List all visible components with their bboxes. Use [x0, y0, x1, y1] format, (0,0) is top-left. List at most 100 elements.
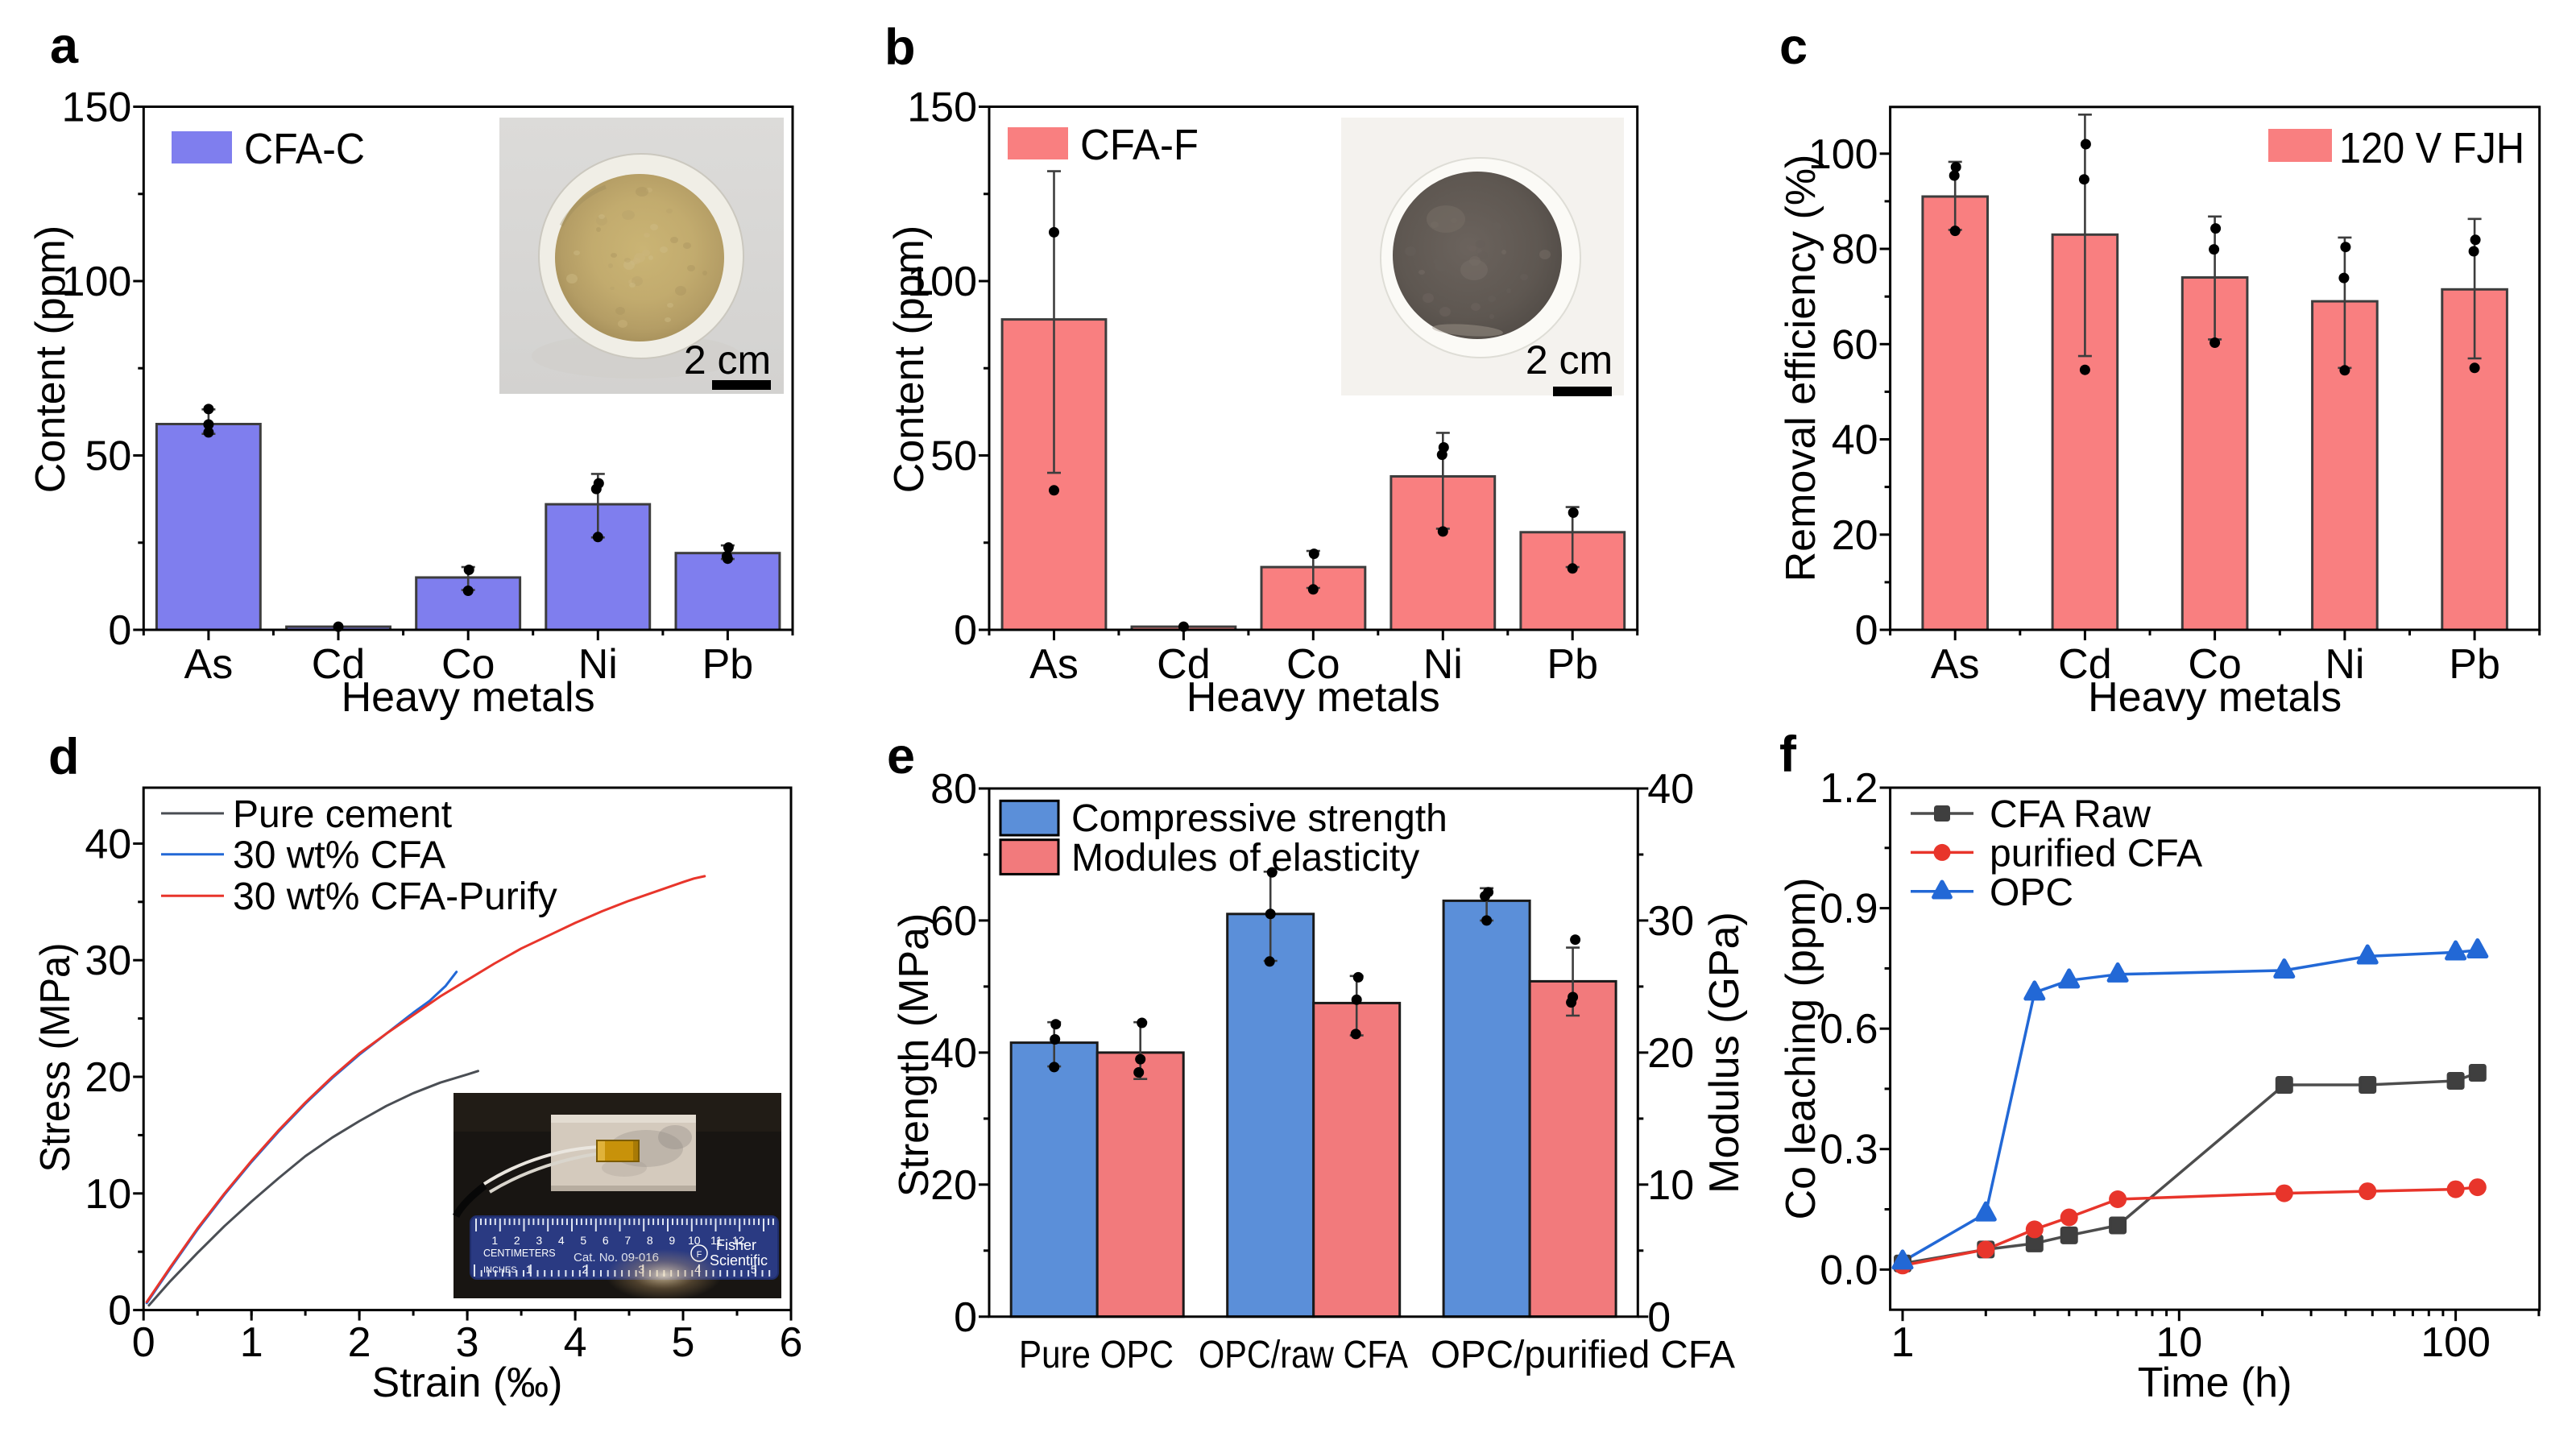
svg-text:0: 0 [108, 607, 131, 654]
svg-text:Time (h): Time (h) [2138, 1360, 2292, 1406]
svg-text:Scientific: Scientific [710, 1252, 768, 1269]
svg-text:1: 1 [240, 1319, 263, 1366]
svg-text:Strength (MPa): Strength (MPa) [891, 913, 938, 1198]
svg-text:As: As [1931, 641, 1980, 688]
svg-text:Modules of elasticity: Modules of elasticity [1071, 837, 1419, 879]
svg-text:CFA Raw: CFA Raw [1990, 793, 2151, 836]
svg-text:0: 0 [1647, 1294, 1671, 1341]
svg-text:50: 50 [930, 433, 977, 480]
svg-text:20: 20 [930, 1162, 977, 1209]
svg-text:Strain (‰): Strain (‰) [372, 1360, 563, 1406]
svg-text:Cd: Cd [2058, 641, 2111, 688]
svg-text:150: 150 [907, 85, 977, 131]
svg-text:Co: Co [441, 641, 495, 688]
svg-text:OPC/purified CFA: OPC/purified CFA [1431, 1334, 1735, 1376]
svg-text:100: 100 [62, 259, 132, 305]
svg-text:2: 2 [514, 1234, 520, 1247]
svg-text:4: 4 [564, 1319, 587, 1366]
svg-text:Pb: Pb [702, 641, 754, 688]
svg-text:OPC: OPC [1990, 871, 2073, 914]
svg-text:purified CFA: purified CFA [1990, 832, 2202, 875]
svg-text:0.3: 0.3 [1820, 1127, 1878, 1173]
svg-text:CFA-C: CFA-C [244, 125, 365, 173]
svg-text:Fisher: Fisher [716, 1237, 756, 1253]
svg-text:2: 2 [582, 1263, 589, 1276]
svg-text:4: 4 [558, 1234, 565, 1247]
svg-text:Pure cement: Pure cement [233, 793, 452, 836]
svg-text:0.0: 0.0 [1820, 1247, 1878, 1293]
svg-text:10: 10 [1647, 1162, 1694, 1209]
svg-text:c: c [1779, 19, 1808, 75]
svg-text:Ni: Ni [2325, 641, 2364, 688]
svg-text:30: 30 [1647, 898, 1694, 945]
svg-text:20: 20 [1832, 512, 1878, 559]
svg-text:60: 60 [1832, 321, 1878, 368]
svg-text:Pb: Pb [2449, 641, 2500, 688]
svg-text:f: f [1779, 726, 1797, 783]
svg-text:0.6: 0.6 [1820, 1006, 1878, 1053]
svg-text:1: 1 [1891, 1319, 1915, 1366]
svg-text:0.9: 0.9 [1820, 886, 1878, 933]
svg-text:Ni: Ni [1423, 641, 1463, 688]
svg-text:100: 100 [2421, 1319, 2491, 1366]
svg-text:0: 0 [954, 1294, 977, 1341]
svg-text:Content (ppm): Content (ppm) [886, 226, 933, 493]
svg-text:0: 0 [1855, 607, 1878, 654]
svg-text:5: 5 [580, 1234, 586, 1247]
svg-text:Compressive strength: Compressive strength [1071, 797, 1447, 840]
svg-text:120 V FJH: 120 V FJH [2339, 124, 2524, 172]
svg-text:0: 0 [108, 1288, 131, 1335]
svg-text:e: e [887, 728, 915, 784]
svg-text:150: 150 [62, 85, 132, 131]
svg-text:Pb: Pb [1547, 641, 1598, 688]
svg-text:b: b [884, 19, 915, 76]
svg-text:100: 100 [1808, 131, 1878, 178]
svg-text:2 cm: 2 cm [684, 337, 771, 383]
svg-text:CFA-F: CFA-F [1080, 121, 1199, 169]
svg-text:1: 1 [491, 1234, 498, 1247]
svg-text:Removal efficiency (%): Removal efficiency (%) [1778, 155, 1824, 582]
svg-text:Heavy metals: Heavy metals [2088, 674, 2342, 721]
svg-text:10: 10 [688, 1234, 701, 1247]
svg-text:a: a [50, 18, 79, 74]
svg-text:1: 1 [526, 1263, 532, 1276]
svg-text:30: 30 [85, 937, 131, 984]
svg-text:2 cm: 2 cm [1526, 337, 1613, 383]
svg-text:CENTIMETERS: CENTIMETERS [483, 1248, 556, 1259]
svg-text:80: 80 [930, 766, 977, 813]
svg-text:40: 40 [1647, 766, 1694, 813]
svg-text:5: 5 [672, 1319, 695, 1366]
svg-text:60: 60 [930, 898, 977, 945]
svg-text:6: 6 [603, 1234, 609, 1247]
svg-text:Stress (MPa): Stress (MPa) [32, 943, 79, 1173]
svg-text:As: As [1029, 641, 1079, 688]
svg-text:Co: Co [1286, 641, 1340, 688]
svg-text:Content (ppm): Content (ppm) [27, 226, 74, 493]
svg-text:INCHES: INCHES [483, 1265, 517, 1275]
svg-text:Cd: Cd [1157, 641, 1210, 688]
svg-text:40: 40 [1832, 417, 1878, 464]
svg-text:Modulus (GPa): Modulus (GPa) [1701, 912, 1748, 1194]
svg-text:11: 11 [710, 1234, 723, 1247]
svg-text:7: 7 [624, 1234, 631, 1247]
svg-text:Co: Co [2188, 641, 2241, 688]
svg-text:20: 20 [1647, 1030, 1694, 1077]
svg-text:3: 3 [536, 1234, 542, 1247]
svg-text:12: 12 [732, 1234, 745, 1247]
svg-text:3: 3 [456, 1319, 479, 1366]
svg-text:80: 80 [1832, 226, 1878, 273]
svg-text:As: As [184, 641, 234, 688]
svg-text:Heavy metals: Heavy metals [1187, 674, 1440, 721]
svg-text:100: 100 [907, 259, 977, 305]
svg-text:0: 0 [954, 607, 977, 654]
svg-text:Cd: Cd [312, 641, 365, 688]
svg-text:9: 9 [669, 1234, 675, 1247]
svg-text:2: 2 [348, 1319, 371, 1366]
svg-text:5: 5 [751, 1263, 757, 1276]
svg-text:0: 0 [132, 1319, 155, 1366]
svg-text:40: 40 [85, 821, 131, 867]
svg-text:20: 20 [85, 1054, 131, 1101]
svg-text:OPC/raw CFA: OPC/raw CFA [1199, 1334, 1408, 1376]
svg-text:10: 10 [2156, 1319, 2202, 1366]
svg-text:40: 40 [930, 1030, 977, 1077]
